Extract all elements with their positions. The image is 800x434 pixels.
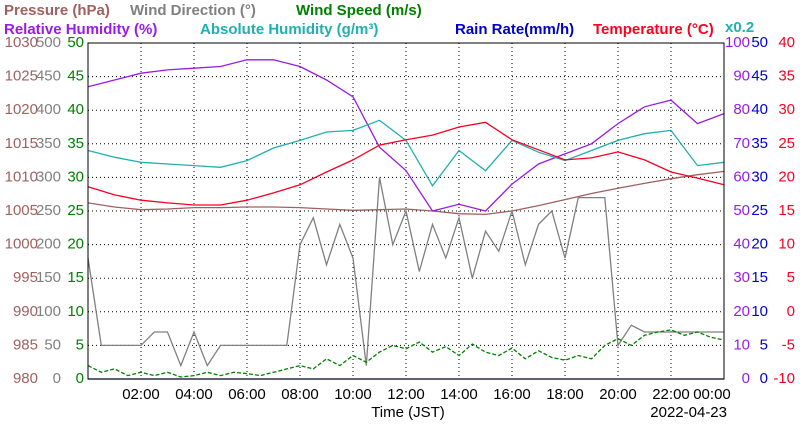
y-tick-label: 15 <box>751 269 768 286</box>
y-tick-label: 5 <box>760 336 768 353</box>
y-tick-label: 25 <box>751 202 768 219</box>
y-tick-label: 30 <box>778 101 795 118</box>
legend-label: Absolute Humidity (g/m³) <box>200 21 378 38</box>
y-tick-label: 80 <box>733 101 750 118</box>
series-line <box>87 59 725 212</box>
y-tick-label: 100 <box>725 34 750 51</box>
y-tick-label: 0 <box>53 370 61 387</box>
y-tick-label: 90 <box>733 68 750 85</box>
series-line <box>87 121 725 206</box>
y-tick-label: 40 <box>778 34 795 51</box>
legend-label: Temperature (°C) <box>593 21 714 38</box>
y-tick-label: 15 <box>67 269 84 286</box>
y-tick-label: 0 <box>76 370 84 387</box>
y-tick-label: 10 <box>67 303 84 320</box>
y-tick-label: 20 <box>733 303 750 320</box>
x-tick-label: 20:00 <box>599 386 637 403</box>
y-tick-label: 15 <box>778 202 795 219</box>
y-tick-label: 35 <box>778 68 795 85</box>
y-tick-label: 1015 <box>5 135 38 152</box>
legend-label: Wind Direction (°) <box>130 2 256 19</box>
y-tick-label: 1000 <box>5 236 38 253</box>
y-tick-label: -10 <box>773 370 795 387</box>
y-tick-label: 50 <box>67 34 84 51</box>
x-tick-label: 02:00 <box>122 386 160 403</box>
x-tick-label: 14:00 <box>440 386 478 403</box>
x-tick-label: 08:00 <box>281 386 319 403</box>
y-tick-label: 350 <box>36 135 61 152</box>
x-tick-label: 04:00 <box>175 386 213 403</box>
y-tick-label: 35 <box>67 135 84 152</box>
y-tick-label: 250 <box>36 202 61 219</box>
y-tick-label: 35 <box>751 135 768 152</box>
series-line <box>87 329 725 378</box>
legend-label: Relative Humidity (%) <box>4 21 157 38</box>
y-tick-label: 10 <box>751 303 768 320</box>
y-tick-label: 5 <box>76 336 84 353</box>
y-tick-label: 1010 <box>5 168 38 185</box>
y-tick-label: 0 <box>787 303 795 320</box>
y-tick-label: 400 <box>36 101 61 118</box>
y-tick-label: 990 <box>13 303 38 320</box>
y-tick-label: 70 <box>733 135 750 152</box>
y-tick-label: 500 <box>36 34 61 51</box>
y-tick-label: 40 <box>733 236 750 253</box>
y-tick-label: 20 <box>751 236 768 253</box>
y-tick-label: 0 <box>760 370 768 387</box>
y-tick-label: 980 <box>13 370 38 387</box>
y-tick-label: 995 <box>13 269 38 286</box>
y-tick-label: 30 <box>733 269 750 286</box>
y-tick-label: 50 <box>44 336 61 353</box>
y-tick-label: 450 <box>36 68 61 85</box>
plot-frame <box>87 42 725 380</box>
legend-label: Pressure (hPa) <box>4 2 110 19</box>
y-tick-label: 985 <box>13 336 38 353</box>
y-tick-label: 300 <box>36 168 61 185</box>
y-tick-label: 25 <box>67 202 84 219</box>
x-tick-label: 22:00 <box>652 386 690 403</box>
y-tick-label: 5 <box>787 269 795 286</box>
x-tick-label: 00:00 <box>693 386 731 403</box>
y-tick-label: 50 <box>733 202 750 219</box>
y-tick-label: 150 <box>36 269 61 286</box>
series-line <box>87 170 725 216</box>
y-tick-label: 60 <box>733 168 750 185</box>
y-tick-label: 40 <box>751 101 768 118</box>
x-axis-label: Time (JST) <box>371 404 445 421</box>
y-tick-label: 10 <box>778 236 795 253</box>
y-tick-label: 10 <box>733 336 750 353</box>
y-tick-label: 45 <box>67 68 84 85</box>
y-tick-label: 0 <box>742 370 750 387</box>
y-tick-label: 1005 <box>5 202 38 219</box>
x-tick-label: 16:00 <box>493 386 531 403</box>
legend-label: Rain Rate(mm/h) <box>455 21 574 38</box>
x-tick-label: 06:00 <box>228 386 266 403</box>
axis-scale-label: x0.2 <box>725 19 754 36</box>
y-tick-label: 25 <box>778 135 795 152</box>
y-tick-label: 100 <box>36 303 61 320</box>
legend-label: Wind Speed (m/s) <box>296 2 422 19</box>
y-tick-label: 40 <box>67 101 84 118</box>
y-tick-label: 45 <box>751 68 768 85</box>
y-tick-label: 200 <box>36 236 61 253</box>
y-tick-label: 50 <box>751 34 768 51</box>
date-label: 2022-04-23 <box>650 404 727 421</box>
series-line <box>87 177 724 368</box>
y-tick-label: 30 <box>751 168 768 185</box>
y-tick-label: 20 <box>778 168 795 185</box>
y-tick-label: 1025 <box>5 68 38 85</box>
y-tick-label: 1030 <box>5 34 38 51</box>
x-tick-label: 18:00 <box>546 386 584 403</box>
x-tick-label: 12:00 <box>387 386 425 403</box>
y-tick-label: 20 <box>67 236 84 253</box>
y-tick-label: 1020 <box>5 101 38 118</box>
y-tick-label: -5 <box>782 336 795 353</box>
x-tick-label: 10:00 <box>334 386 372 403</box>
y-tick-label: 30 <box>67 168 84 185</box>
